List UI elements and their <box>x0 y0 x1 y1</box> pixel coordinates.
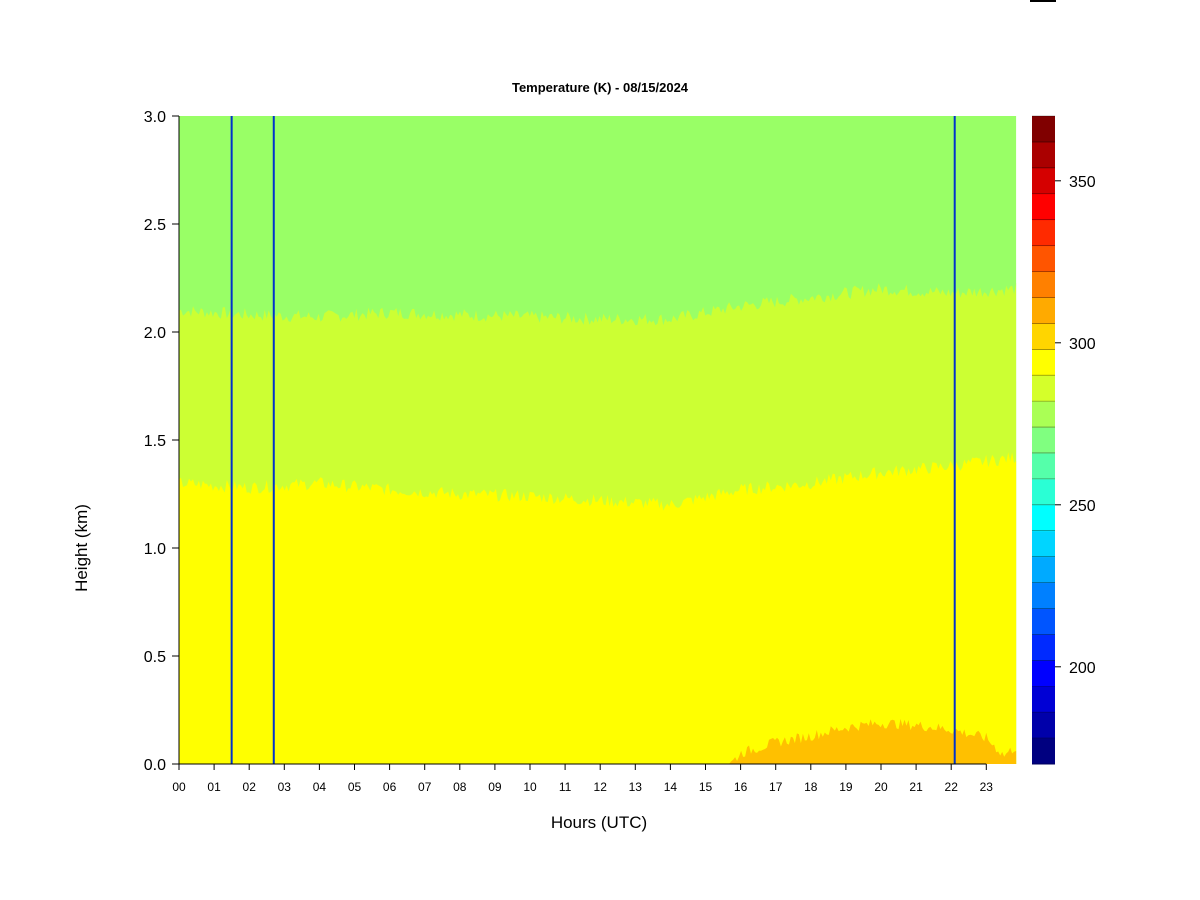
colorbar-tick-label: 300 <box>1069 336 1096 353</box>
x-tick-label: 22 <box>945 780 959 794</box>
y-tick-label: 2.5 <box>144 217 166 234</box>
x-tick-label: 02 <box>243 780 257 794</box>
x-tick-label: 00 <box>172 780 186 794</box>
x-tick-label: 06 <box>383 780 397 794</box>
colorbar-tick-label: 250 <box>1069 498 1096 515</box>
x-tick-label: 15 <box>699 780 713 794</box>
x-tick-label: 10 <box>523 780 537 794</box>
colorbar-bin <box>1032 141 1055 169</box>
colorbar-bin <box>1032 116 1055 143</box>
x-tick-label: 09 <box>488 780 502 794</box>
x-tick-label: 23 <box>980 780 994 794</box>
colorbar-bin <box>1032 219 1055 247</box>
colorbar-bin <box>1032 556 1055 584</box>
colorbar-bin <box>1032 323 1055 350</box>
x-tick-label: 20 <box>874 780 888 794</box>
colorbar-bin <box>1032 582 1055 609</box>
x-tick-label: 13 <box>629 780 643 794</box>
y-tick-label: 2.0 <box>144 325 166 342</box>
x-tick-label: 18 <box>804 780 818 794</box>
y-tick-label: 1.5 <box>144 433 166 450</box>
x-tick-label: 11 <box>559 780 572 794</box>
colorbar-bin <box>1032 738 1055 765</box>
colorbar-bin <box>1032 530 1055 558</box>
colorbar-bin <box>1032 478 1055 506</box>
y-tick-label: 3.0 <box>144 109 166 126</box>
x-tick-label: 07 <box>418 780 432 794</box>
colorbar-bin <box>1032 271 1055 298</box>
colorbar-bin <box>1032 375 1055 402</box>
colorbar-bin <box>1032 452 1055 480</box>
x-tick-label: 01 <box>207 780 221 794</box>
x-tick-label: 14 <box>664 780 678 794</box>
x-tick-label: 03 <box>278 780 292 794</box>
layer-300K <box>179 452 1017 764</box>
chart-title: Temperature (K) - 08/15/2024 <box>511 80 689 95</box>
missing-data-lines <box>230 116 956 764</box>
colorbar-bin <box>1032 297 1055 324</box>
x-tick-label: 04 <box>313 780 327 794</box>
axes: 0.0 0.5 1.0 1.5 2.0 2.5 3.0 00 01 02 03 04 05 06 07 08 0… <box>144 109 994 794</box>
colorbar-bin <box>1032 349 1055 376</box>
x-tick-label: 08 <box>453 780 467 794</box>
x-tick-label: 12 <box>594 780 608 794</box>
x-tick-label: 19 <box>839 780 853 794</box>
y-tick-label: 1.0 <box>144 541 166 558</box>
heatmap-layers <box>179 116 1017 764</box>
x-axis-label: Hours (UTC) <box>550 813 648 832</box>
x-tick-label: 21 <box>909 780 923 794</box>
colorbar-tick-label: 350 <box>1069 174 1096 191</box>
y-tick-label: 0.5 <box>144 649 166 666</box>
colorbar-bin <box>1032 660 1055 687</box>
colorbar-bin <box>1032 401 1055 428</box>
colorbar-bin <box>1032 245 1055 273</box>
x-tick-label: 16 <box>734 780 748 794</box>
colorbar-bin <box>1032 686 1055 713</box>
colorbar-bin <box>1032 167 1055 195</box>
colorbar-bin <box>1032 193 1055 221</box>
colorbar-tick-label: 200 <box>1069 660 1096 677</box>
y-tick-label: 0.0 <box>144 757 166 774</box>
colorbar-bin <box>1032 504 1055 532</box>
colorbar-bin <box>1032 634 1055 661</box>
y-axis-label: Height (km) <box>72 504 91 592</box>
colorbar-bin <box>1032 608 1055 635</box>
corner-mark <box>1030 0 1056 2</box>
x-tick-label: 17 <box>769 780 783 794</box>
colorbar: 200 250 300 350 <box>1032 115 1096 765</box>
x-tick-label: 05 <box>348 780 362 794</box>
colorbar-bin <box>1032 427 1055 454</box>
colorbar-bin <box>1032 712 1055 739</box>
layer-310K <box>179 718 1017 764</box>
